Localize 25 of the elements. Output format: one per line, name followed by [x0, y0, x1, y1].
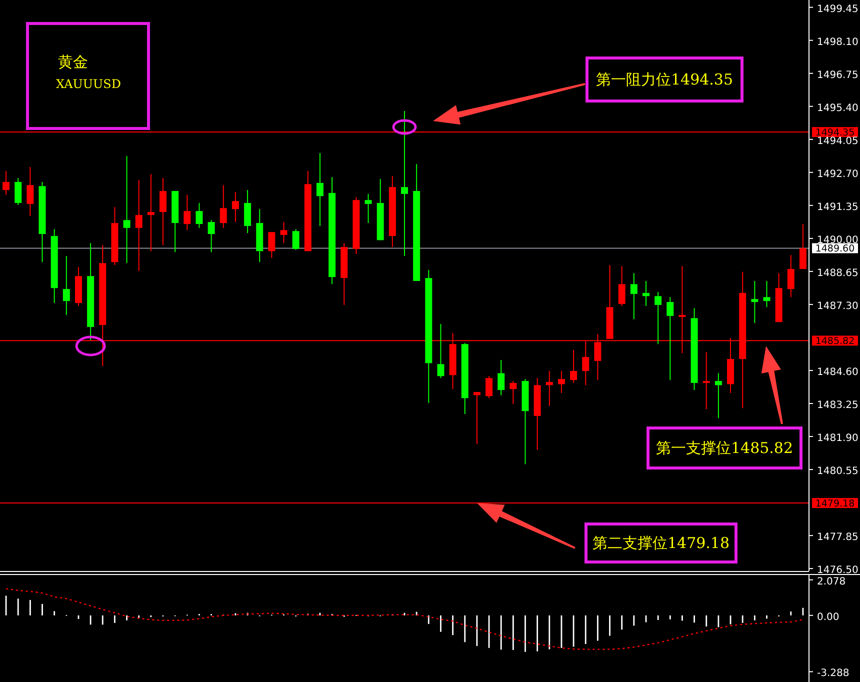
y-tick-label: 1483.25	[817, 400, 858, 411]
y-tick-label: 1499.45	[817, 4, 858, 15]
text: XAUUUSD	[56, 77, 121, 91]
ref-line-label: 1479.18	[815, 498, 855, 510]
annotation: 第一阻力位1494.35	[596, 70, 734, 88]
y-tick-label: 1488.65	[817, 268, 858, 279]
y-tick-label: 0.00	[817, 612, 840, 623]
y-tick-label: 1480.55	[817, 466, 858, 478]
y-tick-label: 1481.90	[817, 433, 858, 444]
y-tick-label: 1495.40	[817, 102, 858, 114]
y-tick-label: 1491.35	[817, 202, 858, 213]
y-tick-label: -3.288	[817, 668, 850, 680]
y-tick-label: 1484.60	[817, 366, 858, 378]
text: 黄金	[58, 53, 88, 71]
y-tick-label: 1487.30	[817, 300, 858, 312]
annotation: 第一支撑位1485.82	[656, 439, 794, 457]
y-tick-label: 1498.10	[817, 36, 858, 48]
y-tick-label: 1492.70	[817, 168, 858, 180]
annotation: 第二支撑位1479.18	[592, 534, 730, 552]
ref-line-label: 1485.82	[815, 336, 855, 348]
y-tick-label: 2.078	[817, 576, 846, 588]
y-tick-label: 1496.75	[817, 70, 858, 81]
y-tick-label: 1477.85	[817, 532, 858, 544]
y-tick-label: 1476.50	[817, 565, 858, 576]
ref-line-label: 1489.60	[815, 244, 855, 255]
